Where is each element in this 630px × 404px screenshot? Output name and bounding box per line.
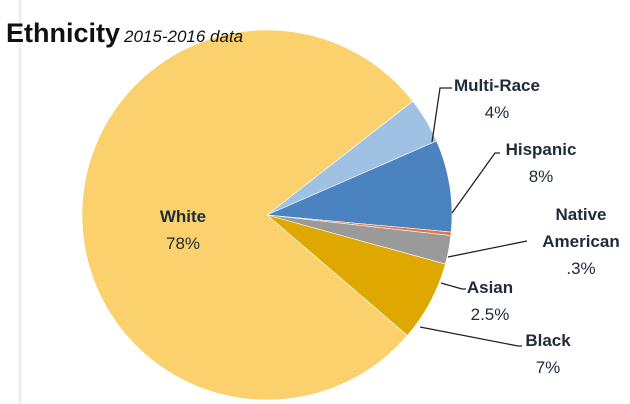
leader-line xyxy=(419,326,522,347)
category-label: Black xyxy=(525,331,571,350)
leader-line xyxy=(431,87,452,143)
slice-label: Hispanic 8% xyxy=(491,136,591,190)
value-label: 78% xyxy=(165,234,201,253)
category-label: Asian xyxy=(466,278,514,297)
slice-label: Multi-Race 4% xyxy=(442,72,552,126)
chart-title: Ethnicity xyxy=(6,18,121,48)
category-label: Multi-Race xyxy=(454,76,540,95)
category-label: Native American xyxy=(542,205,620,251)
slice-label: White 78% xyxy=(123,203,243,257)
value-label: .3% xyxy=(566,259,596,278)
value-label: 2.5% xyxy=(470,305,510,324)
value-label: 7% xyxy=(535,358,561,377)
title-block: Ethnicity 2015-2016 data xyxy=(6,18,243,49)
value-label: 4% xyxy=(484,103,510,122)
pie-slice xyxy=(81,29,414,401)
slice-label: Black 7% xyxy=(508,327,588,381)
leader-line xyxy=(447,240,528,258)
category-label: Hispanic xyxy=(505,140,577,159)
leader-line xyxy=(451,152,500,214)
leader-line xyxy=(440,282,466,290)
slice-label: Asian 2.5% xyxy=(450,274,530,328)
slice-label: Native American .3% xyxy=(536,201,626,282)
category-label: White xyxy=(159,207,207,226)
value-label: 8% xyxy=(528,167,554,186)
chart-subtitle: 2015-2016 data xyxy=(124,27,244,46)
pie-slice xyxy=(266,140,453,233)
